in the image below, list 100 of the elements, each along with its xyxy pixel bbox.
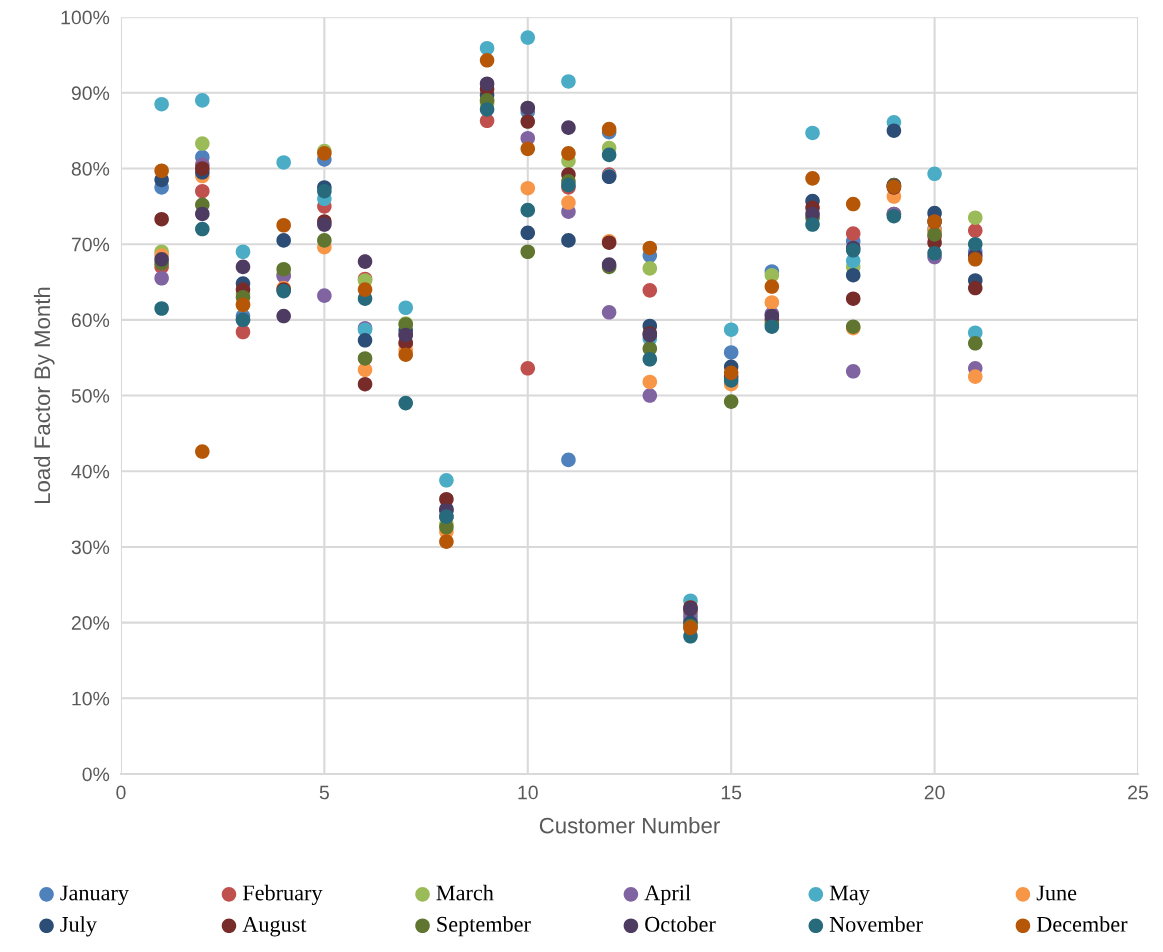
point <box>439 534 454 549</box>
y-tick-label: 50% <box>71 389 110 403</box>
point <box>764 295 780 310</box>
point <box>601 305 617 320</box>
legend-label: March <box>436 884 494 901</box>
point <box>357 254 373 269</box>
point <box>967 280 983 296</box>
point <box>398 300 414 316</box>
point <box>276 308 291 324</box>
point <box>154 252 169 267</box>
point <box>561 74 576 89</box>
point <box>154 270 169 286</box>
point <box>927 245 942 261</box>
point <box>357 282 373 297</box>
point <box>845 291 861 306</box>
point <box>967 236 983 252</box>
x-tick-label: 5 <box>319 785 329 800</box>
point <box>845 226 861 241</box>
point <box>642 351 658 367</box>
x-tick-label: 25 <box>1128 785 1148 800</box>
point <box>845 364 861 379</box>
point <box>642 388 658 403</box>
point <box>195 444 210 459</box>
point <box>805 171 820 186</box>
y-tick-label: 10% <box>72 691 110 706</box>
point <box>805 217 820 232</box>
point <box>520 202 536 218</box>
x-tick-label: 0 <box>116 785 126 800</box>
point <box>479 76 495 92</box>
point <box>520 30 536 45</box>
legend-label: June <box>1036 885 1077 901</box>
point <box>601 147 617 163</box>
point <box>967 369 983 384</box>
point <box>805 125 820 141</box>
point <box>642 261 658 276</box>
x-tick-label: 20 <box>924 785 945 800</box>
legend-label: February <box>242 884 323 905</box>
y-axis-title: Load Factor By Month <box>33 287 55 504</box>
legend-label: April <box>644 884 691 905</box>
point <box>235 259 251 275</box>
point <box>967 223 983 238</box>
point <box>276 217 291 233</box>
point <box>723 394 739 409</box>
x-axis-title: Customer Number <box>539 817 720 834</box>
point <box>561 195 576 210</box>
point <box>195 221 210 237</box>
point <box>195 136 210 151</box>
point <box>357 376 373 392</box>
point <box>520 225 536 241</box>
y-tick-label: 90% <box>71 86 110 101</box>
point <box>886 123 902 138</box>
point <box>357 333 373 348</box>
legend-label: December <box>1036 916 1128 932</box>
point <box>276 155 291 170</box>
point <box>357 351 373 366</box>
point <box>723 345 739 360</box>
point <box>520 141 536 157</box>
point <box>317 233 332 248</box>
y-tick-label: 40% <box>71 464 110 479</box>
point <box>276 233 291 248</box>
point <box>195 93 210 108</box>
point <box>195 206 210 222</box>
point <box>764 279 780 294</box>
y-tick-label: 80% <box>71 161 110 176</box>
point <box>561 233 576 248</box>
point <box>154 301 169 316</box>
point <box>520 114 536 129</box>
point <box>235 324 251 340</box>
point <box>967 252 983 267</box>
point <box>195 161 210 176</box>
point <box>398 395 414 411</box>
point <box>561 120 576 135</box>
legend-label: August <box>242 916 307 937</box>
point <box>439 473 454 488</box>
legend-label: October <box>645 916 716 932</box>
point <box>154 163 169 179</box>
point <box>276 261 291 277</box>
point <box>642 283 658 298</box>
point <box>154 96 169 112</box>
point <box>845 196 861 212</box>
y-tick-label: 30% <box>71 540 110 555</box>
point <box>317 183 332 199</box>
point <box>479 52 495 68</box>
point <box>154 211 169 227</box>
point <box>520 244 536 260</box>
point <box>845 267 861 283</box>
point <box>235 244 251 260</box>
point <box>927 166 942 182</box>
point <box>723 322 739 337</box>
legend-label: January <box>60 885 129 905</box>
point <box>723 365 739 381</box>
x-tick-label: 15 <box>721 785 742 800</box>
y-tick-label: 20% <box>71 616 110 630</box>
point <box>967 210 983 225</box>
point <box>561 146 576 161</box>
point <box>520 361 536 376</box>
y-tick-label: 60% <box>71 313 110 328</box>
legend-label: November <box>829 916 923 932</box>
y-tick-label: 100% <box>61 10 110 25</box>
point <box>967 336 983 351</box>
